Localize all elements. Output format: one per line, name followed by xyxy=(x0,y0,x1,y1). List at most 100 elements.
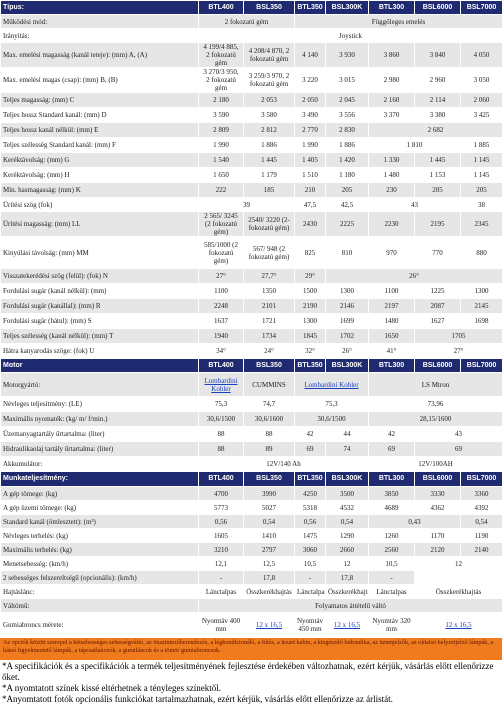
spec-value: 3990 xyxy=(243,486,295,501)
spec-row: Hajtáslánc: Lánctalpas Összkerékhajtás Lánc… xyxy=(0,584,502,599)
spec-label: Teljes szélesség Standard kanál: (mm) F xyxy=(0,137,199,153)
spec-value: Lombardini Kohler xyxy=(198,372,244,397)
spec-label: Min. hasmagasság: (mm) K xyxy=(0,182,199,198)
spec-label: Keréktávolság: (mm) H xyxy=(0,167,199,183)
spec-value: 2 fokozatú gém xyxy=(198,14,295,29)
spec-value: Nyomtáv 450 mm xyxy=(294,612,326,638)
link[interactable]: 12 x 16,5 xyxy=(333,621,361,629)
spec-value: 0,54 xyxy=(460,514,502,529)
spec-value: 1480 xyxy=(368,313,415,329)
spec-value: 39 xyxy=(198,197,295,212)
spec-value: 3 840 xyxy=(414,42,461,68)
spec-value: 210 xyxy=(294,182,326,198)
spec-value: 1190 xyxy=(460,528,502,543)
spec-value: CUMMINS xyxy=(243,372,295,397)
spec-label: Max. emelési magas (csap): (mm) B, (B) xyxy=(0,67,199,93)
spec-value: 5318 xyxy=(294,500,326,515)
spec-value: Lánctalpas xyxy=(368,584,415,599)
spec-value: 4 140 xyxy=(294,42,326,68)
spec-value: 74,7 xyxy=(243,396,295,412)
spec-label: Kinyúlási távolság: (mm) MM xyxy=(0,236,199,269)
spec-label: A gép üzemi tömege: (kg) xyxy=(0,500,199,515)
spec-value: 69 xyxy=(414,441,502,457)
spec-value: 12,5 xyxy=(243,556,295,571)
spec-label: A gép tömege: (kg) xyxy=(0,486,199,501)
spec-value: 43 xyxy=(414,426,502,442)
spec-value: Összkerékhajtás xyxy=(414,584,502,599)
spec-value: 3210 xyxy=(198,542,244,557)
spec-value: 73,96 xyxy=(368,396,502,412)
model-name: BTL300 xyxy=(368,0,415,15)
section-header-row: Motor BTL400 BSL350 BTL350 BSL300K BTL300 BSL6… xyxy=(0,358,502,373)
model-name: BTL350 xyxy=(294,358,326,373)
spec-value: 1500 xyxy=(294,283,326,299)
spec-label: Keréktávolság: (mm) G xyxy=(0,152,199,168)
link[interactable]: Lombardini Kohler xyxy=(304,380,359,389)
spec-value: 1 153 xyxy=(414,167,461,183)
spec-value: Összkerékhajtás xyxy=(325,584,369,599)
spec-value: 88 xyxy=(198,426,244,442)
spec-label: Hidraulikaolaj tartály űrtartalma: (lite… xyxy=(0,441,199,457)
spec-value: 0,56 xyxy=(198,514,244,529)
spec-row: A gép tömege: (kg) 4700 3990 4250 3500 3850 33… xyxy=(0,486,502,501)
spec-value: 17,8 xyxy=(325,570,369,585)
spec-value: 1 480 xyxy=(368,167,415,183)
spec-value: 34° xyxy=(198,343,244,359)
model-name: BTL300 xyxy=(368,471,415,487)
spec-value: 4 208/4 870, 2 fokozatú gém xyxy=(243,42,295,68)
spec-value: 12 x 16,5 xyxy=(414,612,502,638)
spec-value: 3500 xyxy=(325,486,369,501)
spec-label: Hátra kanyarodás szöge: (fok) U xyxy=(0,343,199,359)
spec-row: Üzemanyagtartály űrtartalma: (liter) 88 88… xyxy=(0,426,502,442)
link[interactable]: 12 x 16,5 xyxy=(255,621,283,629)
spec-label: Motorgyártó: xyxy=(0,372,199,397)
model-name: BTL400 xyxy=(198,0,244,15)
spec-label: Fordulási sugár (kanál nélkül): (mm) xyxy=(0,283,199,299)
spec-value: 2 045 xyxy=(325,92,369,108)
spec-value: 42 xyxy=(368,426,415,442)
spec-row: Irányítás: Joystick xyxy=(0,28,502,43)
spec-value: - xyxy=(368,570,415,585)
link[interactable]: 12 x 16,5 xyxy=(445,621,472,629)
spec-row: Gumiabroncs mérete: Nyomtáv 400 mm 12 x 16… xyxy=(0,612,502,638)
spec-label: Visszatekerédési szög (felül): (fok) N xyxy=(0,268,199,284)
spec-label: Teljes magasság: (mm) C xyxy=(0,92,199,108)
spec-value: 43 xyxy=(368,197,461,212)
spec-label: Maximális nyomaték: (kg/ m/ f/min.) xyxy=(0,411,199,427)
spec-value: 4362 xyxy=(414,500,461,515)
spec-value: 2195 xyxy=(414,211,461,237)
spec-value: 1 405 xyxy=(294,152,326,168)
spec-value: 1627 xyxy=(414,313,461,329)
spec-value: Függőleges emelés xyxy=(294,14,502,29)
spec-value: 27° xyxy=(198,268,244,284)
spec-value: 2 812 xyxy=(243,122,295,138)
spec-value: 27,7° xyxy=(243,268,295,284)
spec-value: 567/ 948 (2 fokozatú gém) xyxy=(243,236,295,269)
spec-label: Standard kanál (ömlesztett): (m³) xyxy=(0,514,199,529)
spec-row: Maximális terhelés: (kg) 3210 2797 3060 2660… xyxy=(0,542,502,557)
spec-value: 2225 xyxy=(325,211,369,237)
spec-row: Névleges terhelés: (kg) 1605 1410 1475 1290 1… xyxy=(0,528,502,543)
spec-value: 2145 xyxy=(460,298,502,314)
spec-value: 3 490 xyxy=(294,107,326,123)
footnote: *Anyomtatott fotók opcionális funkciókat… xyxy=(2,694,393,704)
spec-value: 810 xyxy=(325,236,369,269)
spec-value: 12V/100AH xyxy=(368,456,502,472)
model-name: BSL350 xyxy=(243,0,295,15)
spec-value: 3 380 xyxy=(414,107,461,123)
spec-value: 3 015 xyxy=(325,67,369,93)
spec-value: 4689 xyxy=(368,500,415,515)
link[interactable]: Lombardini Kohler xyxy=(204,376,238,393)
section-title: Motor xyxy=(0,358,199,373)
spec-label: Teljes szélesség (kanál nélkül): (mm) T xyxy=(0,328,199,344)
spec-value: 1 420 xyxy=(325,152,369,168)
spec-row: Fordulási sugár (kanál nélkül): (mm) 1100… xyxy=(0,283,502,299)
spec-label: Ürítési magasság: (mm) LL xyxy=(0,211,199,237)
spec-value: 3 370 xyxy=(368,107,415,123)
spec-value: 1721 xyxy=(243,313,295,329)
spec-value: 3 050 xyxy=(460,67,502,93)
spec-value: 2087 xyxy=(414,298,461,314)
footnotes: *A specifikációk és a specifikációk a te… xyxy=(0,660,502,706)
